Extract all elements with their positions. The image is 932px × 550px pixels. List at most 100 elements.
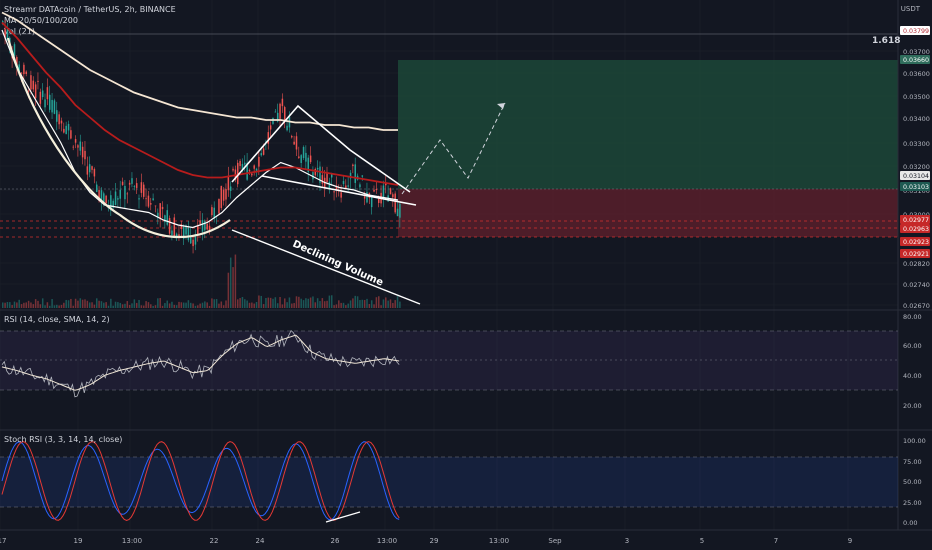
stoch-rsi-label[interactable]: Stoch RSI (3, 3, 14, 14, close) [4,435,123,444]
candle-body [197,225,199,234]
candle-body [20,72,23,74]
price-badge-text: 0.02963 [903,226,929,233]
candle-body [121,181,124,185]
ma-line-ma-20[interactable] [1,29,399,229]
volume-bar [356,296,359,308]
volume-bar [201,302,204,308]
volume-bar [46,302,49,308]
price-badge [900,171,930,180]
volume-bar [267,297,270,308]
candles [2,19,401,254]
volume-bar [150,304,152,308]
candle-body [56,110,58,122]
candle-body [340,192,342,198]
symbol-title[interactable]: Streamr DATAcoin / TetherUS, 2h, BINANCE [4,5,176,14]
volume-bar [187,300,190,308]
wedge-lower-line[interactable] [261,175,417,206]
profit-zone[interactable] [398,60,898,189]
candle-body [119,189,121,199]
volume-bar [211,298,213,308]
candle-body [6,28,9,41]
candle-body [131,178,133,184]
candle-body [331,173,333,178]
volume-bar [53,305,56,308]
candle-body [145,198,147,200]
projection-arrowhead [497,103,505,109]
rsi-sma-line[interactable] [1,334,400,391]
candle-body [187,227,190,241]
candle-body [128,182,131,185]
volume-bar [389,299,392,308]
volume-bar [387,300,389,308]
candle-body [345,185,347,189]
volume-bar [143,305,145,308]
candle-body [152,198,154,201]
volume-bar [126,301,129,308]
volume-bar [145,301,147,308]
volume-bar [124,303,126,308]
volume-bar [175,305,178,308]
candle-body [394,193,396,213]
loss-zone[interactable] [398,189,898,237]
volume-trendline[interactable] [231,229,421,305]
volume-bar [354,295,356,308]
volume-bar [11,305,13,308]
candle-body [16,56,18,66]
candle-body [63,128,65,133]
volume-bar [222,305,225,308]
volume-bar [258,295,260,308]
volume-bar [171,301,173,308]
volume-bar [251,302,253,308]
volume-bar [164,303,166,308]
volume-bar [131,303,133,308]
candle-body [161,206,164,210]
volume-bar [323,301,326,308]
candle-body [194,234,197,245]
cup-curve[interactable] [6,37,231,239]
candle-body [213,207,215,219]
volume-indicator-label[interactable]: Vol (21) [4,27,35,36]
candle-body [53,100,56,114]
rsi-label[interactable]: RSI (14, close, SMA, 14, 2) [4,315,110,324]
volume-bar [138,299,140,308]
volume-bar [307,298,309,308]
volume-bar [370,300,373,308]
ma-line-ma-50[interactable] [1,21,399,186]
volume-bar [13,301,16,308]
candle-body [175,233,178,238]
declining-volume-annotation: Declining Volume [291,239,385,289]
stoch-tick-label: 0.00 [903,519,917,527]
time-tick-label: 22 [210,537,219,545]
time-tick-label: 29 [430,537,439,545]
candle-body [168,217,171,234]
candle-body [150,203,152,205]
candle-body [274,111,277,113]
candle-body [4,28,6,39]
volume-bar [161,305,164,308]
candle-body [378,197,380,203]
projection-path[interactable] [401,102,506,195]
stoch-divergence-line[interactable] [325,511,361,523]
volume-bar [110,298,112,308]
volume-bar [213,299,215,308]
volume-bar [300,298,302,308]
ma-line-ma-100[interactable] [1,11,398,131]
volume-bar [319,301,321,308]
volume-bar [206,302,208,308]
candle-body [182,226,185,239]
candle-body [140,182,143,193]
candle-body [185,225,187,235]
price-badge-text: 0.02921 [903,251,929,258]
candle-body [41,90,44,98]
volume-bar [293,303,295,308]
candle-body [342,181,345,185]
candle-body [70,130,72,139]
wedge-upper-line[interactable] [231,104,411,193]
ma-indicator-label[interactable]: MA 20/50/100/200 [4,16,78,25]
volume-bar [173,304,176,308]
stoch-k-line[interactable] [1,441,400,521]
candle-body [222,189,225,201]
price-badge [900,237,930,246]
rsi-tick-label: 80.00 [903,313,922,321]
